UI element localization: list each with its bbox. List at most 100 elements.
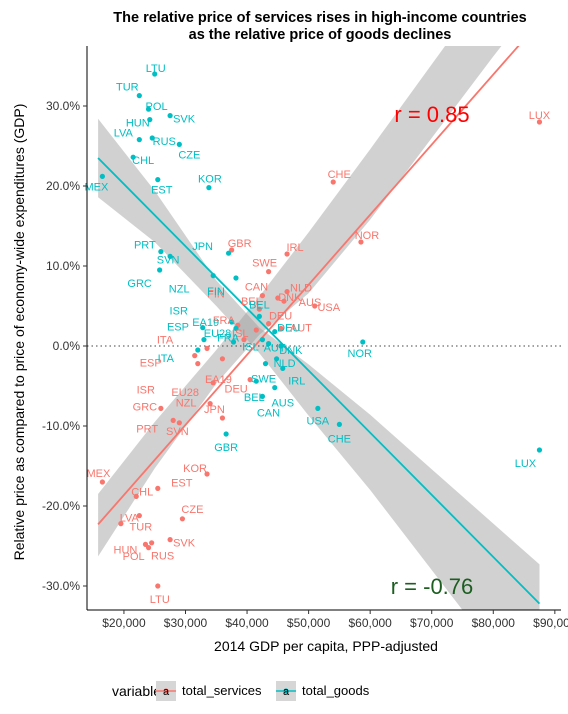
point-total_services-kor xyxy=(204,471,210,477)
y-tick-label: 30.0% xyxy=(46,99,80,113)
point-total_services-chl xyxy=(133,493,139,499)
x-tick-label: $90,000 xyxy=(533,616,568,630)
label-total_goods-aut: AUT xyxy=(264,343,286,355)
label-total_goods-ltu: LTU xyxy=(146,63,166,75)
label-total_services-tur: TUR xyxy=(130,522,153,534)
label-total_goods-svk: SVK xyxy=(173,114,196,126)
label-total_services-deu: DEU xyxy=(269,311,292,323)
point-total_services-swe xyxy=(265,269,272,275)
point-total_services-mex xyxy=(99,479,105,485)
label-total_goods-hun: HUN xyxy=(126,118,150,130)
label-total_goods-nld: NLD xyxy=(274,358,296,370)
point-total_services-ea19 xyxy=(219,356,226,362)
point-total_services-cze xyxy=(179,516,186,522)
label-total_services-cze: CZE xyxy=(181,504,203,516)
confidence-band-total_goods xyxy=(98,118,540,610)
confidence-bands xyxy=(98,46,540,610)
point-total_goods-che xyxy=(336,421,342,427)
point-total_goods-aus xyxy=(272,385,278,391)
point-total_services-isr xyxy=(195,361,201,367)
point-total_services-deu xyxy=(265,321,272,327)
point-total_services-irl xyxy=(284,251,290,257)
label-total_services-irl: IRL xyxy=(287,242,304,254)
x-tick-label: $60,000 xyxy=(348,616,392,630)
trend-line-total_goods xyxy=(97,157,541,605)
label-total_services-jpn: JPN xyxy=(204,404,225,416)
point-total_goods-jpn xyxy=(225,250,232,256)
label-total_services-dnk: DNK xyxy=(278,292,302,304)
point-total_services-dnk xyxy=(275,295,281,301)
label-total_services-swe: SWE xyxy=(252,258,277,270)
label-total_goods-fin: FIN xyxy=(207,286,225,298)
label-total_goods-nor: NOR xyxy=(348,348,373,360)
label-total_services-bel: BEL xyxy=(241,296,262,308)
label-total_services-mex: MEX xyxy=(86,468,111,480)
label-total_goods-rus: RUS xyxy=(153,136,176,148)
label-total_services-hun: HUN xyxy=(114,544,138,556)
point-total_goods-deu xyxy=(272,329,278,335)
label-total_services-che: CHE xyxy=(328,169,351,181)
point-total_services-nor xyxy=(358,239,364,245)
label-total_goods-ea19: EA19 xyxy=(192,317,219,329)
label-total_services-can: CAN xyxy=(245,282,268,294)
x-tick-label: $20,000 xyxy=(102,616,146,630)
label-total_services-nzl: NZL xyxy=(176,398,197,410)
legend-key-goods: a xyxy=(276,681,296,701)
label-total_goods-fra: FRA xyxy=(217,332,240,344)
label-total_services-isr: ISR xyxy=(137,385,155,397)
point-total_goods-est xyxy=(155,177,161,183)
y-tick-label: 10.0% xyxy=(46,259,80,273)
point-total_services-bel xyxy=(256,306,262,312)
point-total_goods-eu28 xyxy=(230,339,237,345)
point-total_goods-prt xyxy=(158,249,164,255)
axes: -30.0% -20.0% -10.0% 0.0% 10.0% 20.0% 30.0% $2… xyxy=(42,46,568,630)
legend-title: variable xyxy=(112,683,161,699)
label-total_services-usa: USA xyxy=(317,302,340,314)
label-total_goods-isl: ISL xyxy=(242,342,259,354)
label-total_services-svk: SVK xyxy=(173,538,196,550)
point-total_goods-rus xyxy=(149,135,155,141)
label-total_services-svn: SVN xyxy=(166,426,189,438)
label-total_services-deu2: DEU xyxy=(225,384,248,396)
legend-key-services: a xyxy=(156,681,176,701)
label-total_services-eu28: EU28 xyxy=(171,387,199,399)
point-total_services-lva xyxy=(136,513,142,519)
point-total_services-pol xyxy=(149,540,155,546)
point-total_goods-nor xyxy=(360,339,366,345)
point-total_services-ltu xyxy=(155,583,161,589)
label-total_goods-cze: CZE xyxy=(178,149,200,161)
point-total_services-ita xyxy=(204,345,210,351)
legend: variable a total_services a total_goods xyxy=(112,681,370,701)
label-total_goods-est: EST xyxy=(151,185,173,197)
svg-text:a: a xyxy=(163,686,170,698)
point-total_services-fin xyxy=(241,337,247,343)
point-total_services-nzl xyxy=(207,401,213,407)
x-axis-title: 2014 GDP per capita, PPP-adjusted xyxy=(214,638,438,654)
label-total_goods-bel: BEL xyxy=(249,299,270,311)
label-total_goods-gbr: GBR xyxy=(214,442,238,454)
label-total_services-kor: KOR xyxy=(183,463,207,475)
data-points xyxy=(99,71,543,589)
annotation-goods-r: r = -0.76 xyxy=(391,574,474,599)
label-total_goods-jpn: JPN xyxy=(192,241,213,253)
point-total_goods-tur xyxy=(136,93,142,99)
point-total_services-tur xyxy=(118,521,124,527)
label-total_services-fra: FRA xyxy=(213,315,236,327)
label-total_services-nld: NLD xyxy=(290,283,312,295)
point-total_goods-mex xyxy=(99,173,105,179)
point-total_services-est xyxy=(155,485,161,491)
point-total_services-svk xyxy=(167,537,173,543)
chart-title: The relative price of services rises in … xyxy=(113,10,526,43)
label-total_services-aus: AUS xyxy=(299,297,322,309)
point-total_goods-dnk xyxy=(278,343,284,349)
point-total_services-rus xyxy=(145,545,152,551)
label-total_services-pol: POL xyxy=(123,551,145,563)
point-total_services-eu28 xyxy=(210,380,216,386)
label-total_goods-pol: POL xyxy=(146,101,168,113)
label-total_goods-lux: LUX xyxy=(515,458,537,470)
label-total_services-esp: ESP xyxy=(140,358,162,370)
point-total_goods-hun xyxy=(147,117,153,123)
plot-panel: LUXCHENORIRLGBRSWENLDCANDNKAUSUSABELDEUA… xyxy=(84,46,561,610)
label-total_services-chl: CHL xyxy=(131,486,153,498)
